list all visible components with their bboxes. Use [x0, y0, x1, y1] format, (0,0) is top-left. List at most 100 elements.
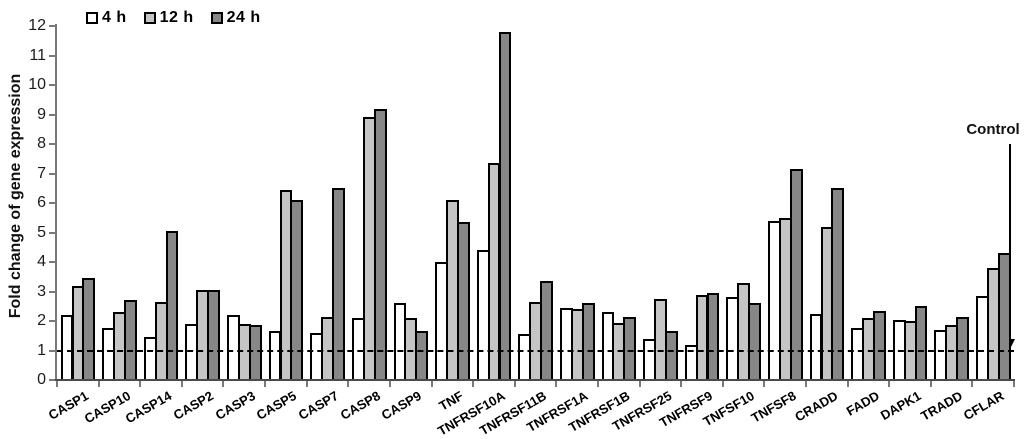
x-label-text: TNFSF8: [748, 388, 799, 426]
x-tick: [139, 381, 142, 387]
x-label-text: TRADD: [918, 388, 966, 424]
x-label-text: CASP9: [379, 388, 425, 423]
bar-casp9-24h: [415, 331, 429, 380]
x-tick: [222, 381, 225, 387]
y-tick: [49, 143, 55, 145]
bar-tnfrsf1b-24h: [623, 316, 637, 380]
y-tick-label: 10: [28, 76, 46, 93]
y-tick: [49, 231, 55, 234]
x-label-text: CASP8: [337, 388, 383, 423]
x-label-text: FADD: [843, 388, 882, 419]
x-tick: [929, 381, 932, 387]
bar-dapk1-24h: [914, 306, 928, 380]
y-tick-label: 0: [37, 371, 46, 388]
y-tick-label: 7: [37, 164, 46, 182]
legend-item-4h: 4 h: [86, 9, 127, 27]
bar-casp14-24h: [165, 231, 179, 380]
y-tick: [49, 320, 55, 322]
y-tick: [49, 261, 55, 263]
x-tick: [388, 381, 391, 387]
y-tick-label: 6: [37, 194, 46, 211]
y-tick: [49, 54, 55, 57]
x-tick: [472, 381, 475, 387]
x-label-text: CFLAR: [961, 388, 1007, 424]
x-label-text: DAPK1: [877, 388, 924, 424]
x-label-text: CASP2: [171, 388, 217, 423]
bar-casp10-24h: [124, 300, 137, 380]
x-label-text: CASP5: [254, 388, 300, 423]
legend: 4 h 12 h 24 h: [86, 9, 278, 27]
y-tick: [49, 349, 55, 352]
y-tick-label: 11: [29, 46, 46, 64]
x-tick: [805, 381, 807, 387]
bar-fadd-24h: [873, 310, 886, 380]
y-tick-label: 4: [37, 253, 46, 270]
bar-casp8-24h: [373, 108, 387, 380]
x-tick: [513, 381, 516, 387]
x-tick: [680, 381, 683, 387]
legend-swatch-icon: [86, 12, 98, 24]
x-label-text: CASP10: [81, 388, 133, 427]
x-tick: [555, 381, 558, 387]
bar-tnfrsf10a-24h: [498, 31, 512, 380]
x-tick: [1013, 381, 1015, 387]
legend-swatch-icon: [143, 12, 156, 24]
bar-tnfrsf11b-24h: [540, 281, 553, 380]
bar-tnfrsf9-24h: [706, 293, 720, 380]
bar-casp5-24h: [290, 200, 304, 380]
legend-label: 12 h: [159, 9, 194, 26]
x-label-text: CASP3: [212, 388, 258, 423]
y-tick-label: 1: [37, 341, 46, 359]
bar-tnfsf8-24h: [789, 169, 803, 380]
legend-item-24h: 24 h: [210, 9, 261, 27]
y-tick-label: 5: [37, 223, 46, 241]
y-tick: [49, 202, 55, 204]
x-tick: [971, 381, 974, 387]
x-label-text: CASP7: [295, 388, 341, 423]
y-tick: [49, 172, 55, 175]
legend-item-12h: 12 h: [143, 9, 194, 27]
bar-tnfrsf25-24h: [664, 331, 678, 380]
bar-cradd-24h: [831, 188, 845, 380]
x-axis: [55, 379, 1015, 381]
x-tick: [264, 381, 266, 387]
bar-casp1-24h: [82, 278, 96, 380]
bar-tnfsf10-24h: [748, 303, 761, 380]
legend-label: 4 h: [102, 9, 127, 26]
y-tick-label: 8: [37, 135, 46, 152]
control-reference-line: [57, 349, 1014, 352]
legend-swatch-icon: [210, 12, 223, 24]
x-tick: [596, 381, 599, 387]
x-label-text: CASP14: [123, 388, 175, 427]
bar-casp7-24h: [332, 188, 345, 380]
x-tick: [888, 381, 891, 387]
plot-area: [57, 26, 1014, 380]
y-tick: [49, 113, 55, 116]
x-label-text: CRADD: [792, 388, 841, 425]
legend-label: 24 h: [226, 9, 261, 26]
y-tick-label: 2: [37, 312, 46, 329]
x-tick: [763, 381, 766, 387]
y-tick: [49, 290, 55, 293]
x-tick: [430, 381, 433, 387]
x-tick: [305, 381, 308, 387]
x-tick: [180, 381, 183, 387]
y-tick-label: 3: [37, 282, 46, 300]
bar-tnfrsf1a-24h: [581, 303, 595, 380]
bar-casp3-24h: [248, 325, 262, 380]
x-tick: [846, 381, 849, 387]
bar-cflar-24h: [997, 253, 1011, 380]
y-tick-label: 12: [28, 17, 46, 34]
y-tick: [49, 25, 55, 27]
control-annotation-label: Control: [966, 121, 1020, 138]
y-tick: [49, 379, 55, 381]
x-tick: [56, 381, 58, 387]
x-tick: [638, 381, 641, 387]
bar-tradd-24h: [956, 316, 970, 380]
x-tick: [721, 381, 724, 387]
control-arrow: [1009, 144, 1011, 339]
bar-tnf-24h: [456, 222, 470, 380]
bar-casp2-24h: [207, 290, 221, 380]
y-tick-label: 9: [37, 105, 46, 123]
